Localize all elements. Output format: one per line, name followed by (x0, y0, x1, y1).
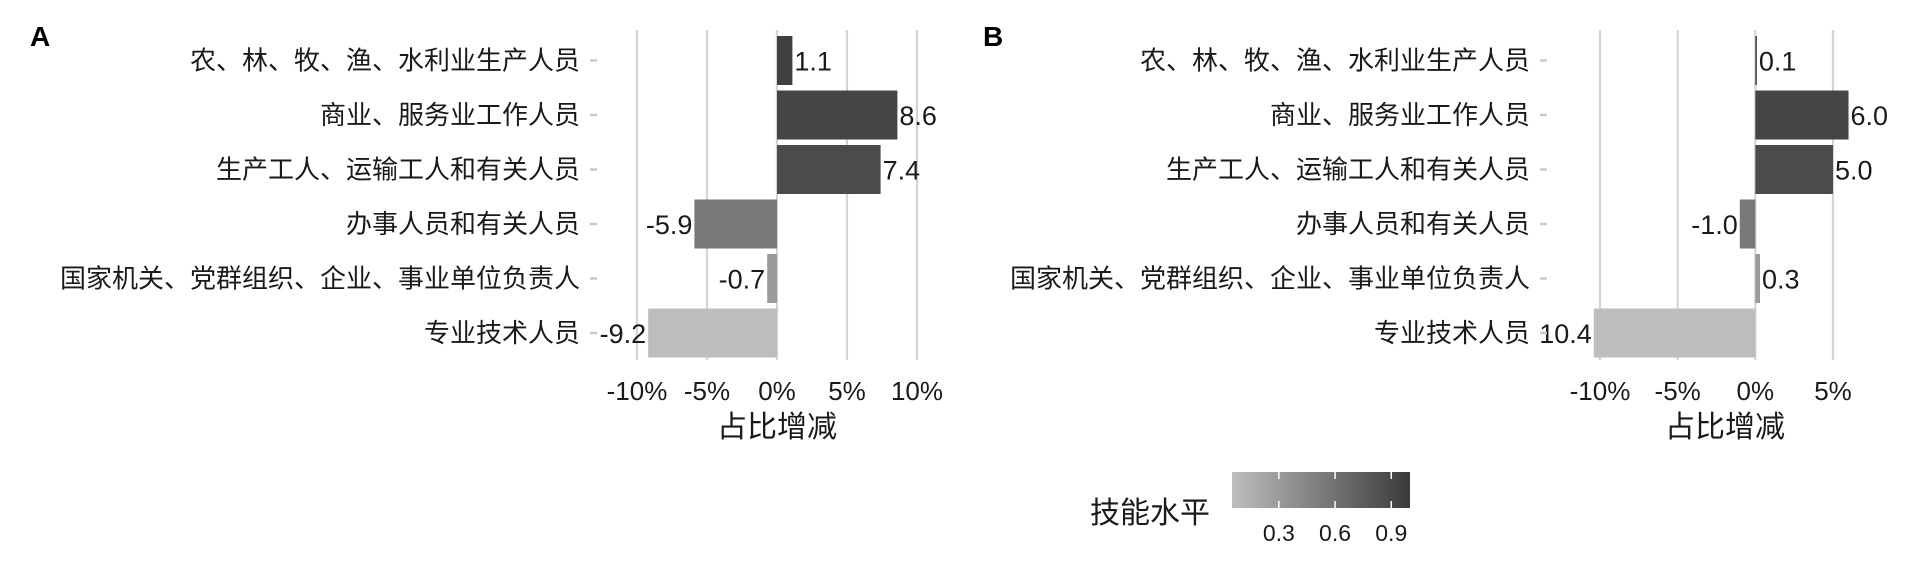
legend-ticks: 0.3 0.6 0.9 (1263, 472, 1407, 546)
x-tick-label: -5% (684, 376, 730, 406)
bar (777, 90, 898, 140)
data-label: 1.1 (794, 47, 832, 77)
panel-a-bars: 1.1 8.6 7.4 -5.9 -0.7 -9.2 (600, 36, 937, 358)
data-label: 7.4 (883, 156, 921, 186)
category-label: 专业技术人员 (1374, 319, 1530, 349)
legend-title: 技能水平 (1090, 496, 1210, 531)
panel-b-bars: 0.1 6.0 5.0 -1.0 0.3 10.4 (1539, 36, 1888, 358)
x-tick-label: 0% (1737, 376, 1775, 406)
category-label: 生产工人、运输工人和有关人员 (216, 156, 580, 186)
panel-b-x-ticks: -10% -5% 0% 5% (1570, 376, 1852, 406)
data-label: -1.0 (1691, 210, 1738, 240)
bar (694, 199, 777, 249)
x-tick-label: 5% (1814, 376, 1852, 406)
bar (777, 145, 881, 194)
panel-a-category-labels: 农、林、牧、渔、水利业生产人员商业、服务业工作人员生产工人、运输工人和有关人员办… (60, 47, 597, 349)
panel-a-x-ticks: -10% -5% 0% 5% 10% (607, 376, 943, 406)
legend-tick-label: 0.6 (1319, 520, 1351, 546)
panel-a-x-axis-title: 占比增减 (717, 410, 837, 445)
category-label: 专业技术人员 (424, 319, 580, 349)
panel-a-letter: A (30, 21, 50, 52)
category-label: 商业、服务业工作人员 (1270, 101, 1530, 131)
category-label: 办事人员和有关人员 (346, 210, 580, 240)
bar (648, 308, 777, 358)
legend-tick-label: 0.3 (1263, 520, 1295, 546)
data-label: 6.0 (1851, 101, 1889, 131)
panel-b-x-axis-title: 占比增减 (1665, 410, 1785, 445)
x-tick-label: -10% (1570, 376, 1631, 406)
data-label: 0.1 (1759, 47, 1797, 77)
panel-a: A 1.1 8.6 7.4 -5.9 -0.7 -9.2 农、林、牧、渔、水利业生产人员商… (30, 21, 943, 445)
legend-colorbar (1232, 472, 1410, 508)
bar (1755, 254, 1760, 303)
x-tick-label: 0% (758, 376, 796, 406)
data-label: 8.6 (899, 101, 937, 131)
skill-level-legend: 技能水平 0.3 0.6 0.9 (1090, 472, 1410, 546)
panel-b-category-labels: 农、林、牧、渔、水利业生产人员商业、服务业工作人员生产工人、运输工人和有关人员办… (1010, 47, 1547, 349)
x-tick-label: 10% (891, 376, 943, 406)
x-tick-label: -10% (607, 376, 668, 406)
legend-tick-label: 0.9 (1375, 520, 1407, 546)
bar (1755, 145, 1833, 194)
category-label: 农、林、牧、渔、水利业生产人员 (1140, 47, 1530, 77)
bar (1739, 199, 1756, 249)
x-tick-label: 5% (828, 376, 866, 406)
bar (767, 254, 777, 303)
category-label: 商业、服务业工作人员 (320, 101, 580, 131)
bar (777, 36, 793, 85)
category-label: 国家机关、党群组织、企业、事业单位负责人 (60, 265, 580, 295)
bar (1593, 308, 1756, 358)
category-label: 国家机关、党群组织、企业、事业单位负责人 (1010, 265, 1530, 295)
category-label: 农、林、牧、渔、水利业生产人员 (190, 47, 580, 77)
category-label: 办事人员和有关人员 (1296, 210, 1530, 240)
category-label: 生产工人、运输工人和有关人员 (1166, 156, 1530, 186)
panel-b: B 0.1 6.0 5.0 -1.0 0.3 10.4 农、林、牧、渔、水利业生产人员商业… (983, 21, 1888, 445)
data-label: -0.7 (719, 265, 766, 295)
bar (1755, 90, 1849, 140)
x-tick-label: -5% (1655, 376, 1701, 406)
data-label: 0.3 (1762, 265, 1800, 295)
data-label: 5.0 (1835, 156, 1873, 186)
data-label: -5.9 (646, 210, 693, 240)
data-label: 10.4 (1539, 319, 1592, 349)
bar (1755, 36, 1757, 85)
panel-b-letter: B (983, 21, 1003, 52)
data-label: -9.2 (600, 319, 647, 349)
